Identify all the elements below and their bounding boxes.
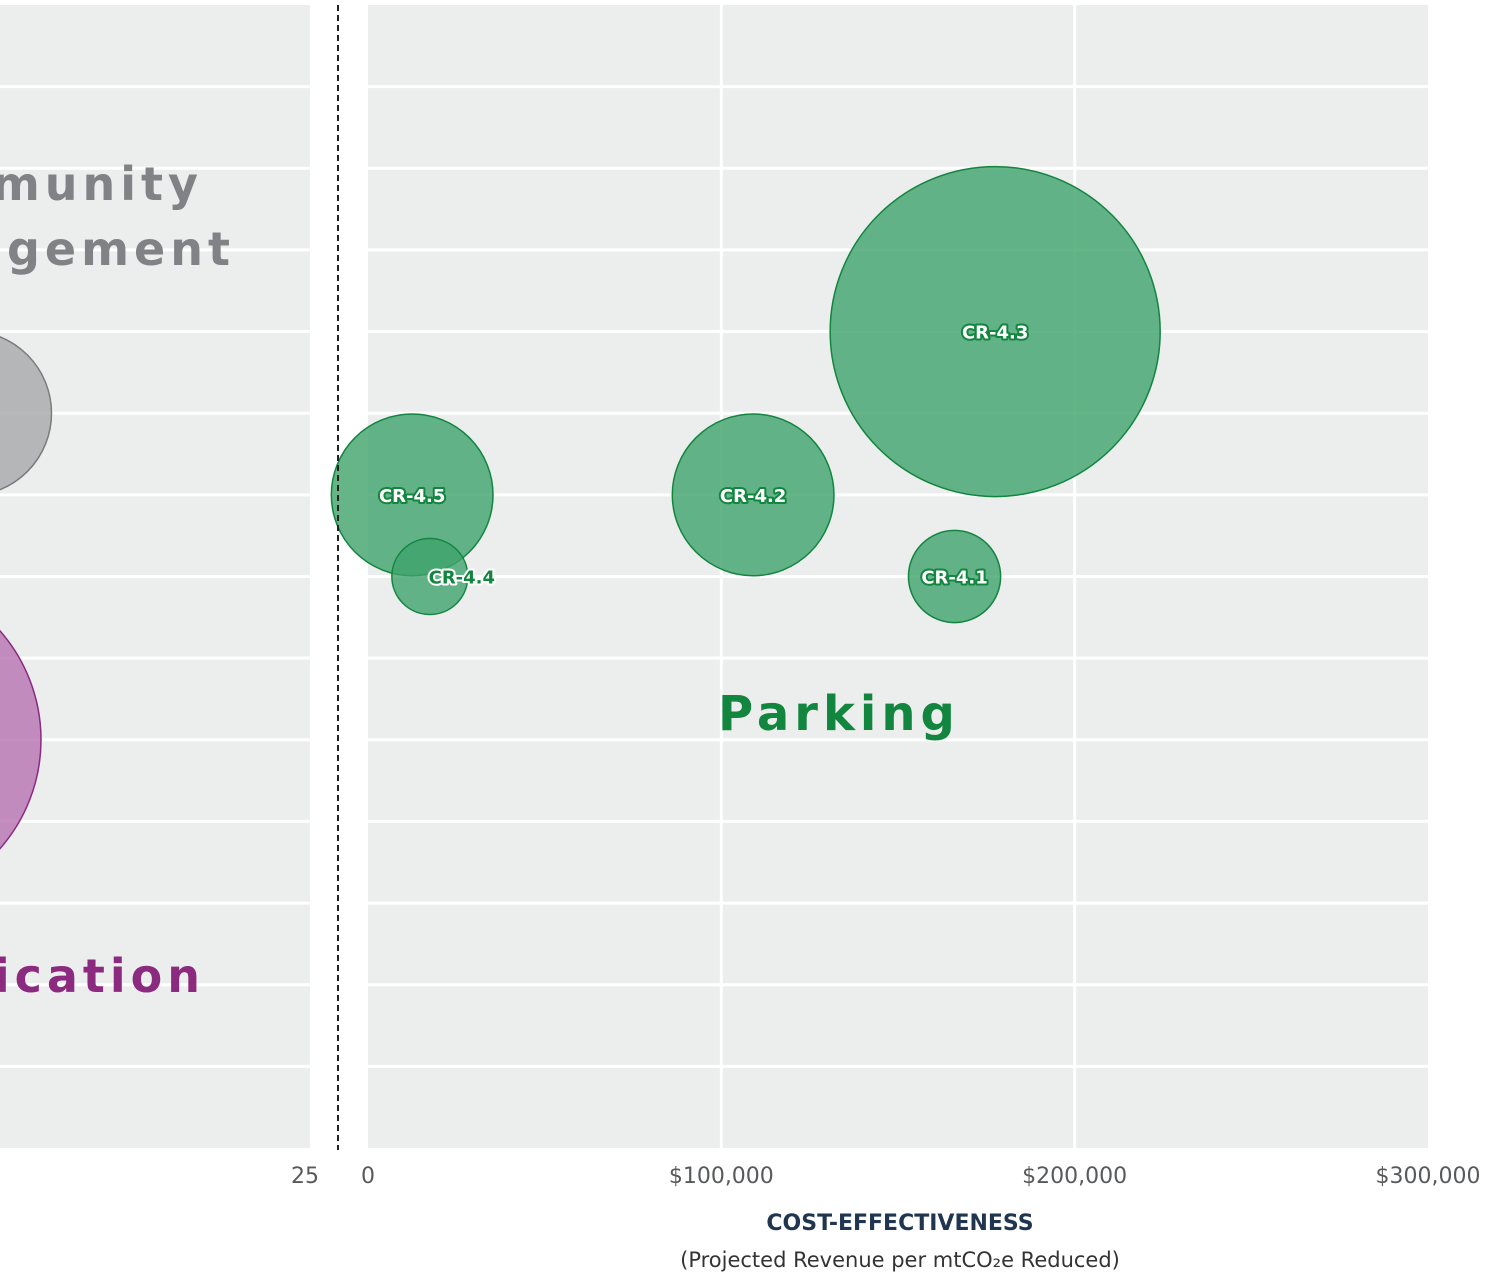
x-tick-label: $200,000 [1022,1164,1127,1189]
group-label: munity [0,157,203,211]
point-label: CR-4.5 [379,486,445,507]
x-axis-label: COST-EFFECTIVENESS [766,1211,1033,1236]
x-tick-label: $100,000 [669,1164,774,1189]
group-label: ngement [0,222,235,276]
x-tick-label: $300,000 [1376,1164,1481,1189]
bubble [907,529,1002,624]
point-label: CR-4.3 [962,323,1028,344]
bubble [391,537,469,616]
point-label: CR-4.1 [921,568,987,589]
bubble [0,335,53,491]
left-panel: 25 [0,85,319,1189]
bubble [0,629,42,850]
point-label: CR-4.4 [429,568,495,589]
x-axis-subtitle: (Projected Revenue per mtCO₂e Reduced) [680,1248,1120,1272]
group-label: ication [0,949,205,1003]
bubble [829,165,1161,498]
x-tick-label: 0 [361,1164,375,1189]
group-label: Parking [718,686,960,742]
right-panel: 0 $100,000 $200,000 $300,000 CR-4.5 CR-4.4 CR-… [330,5,1481,1189]
x-tick-label: 25 [291,1164,319,1189]
point-label: CR-4.2 [720,486,786,507]
bubble [671,413,835,577]
